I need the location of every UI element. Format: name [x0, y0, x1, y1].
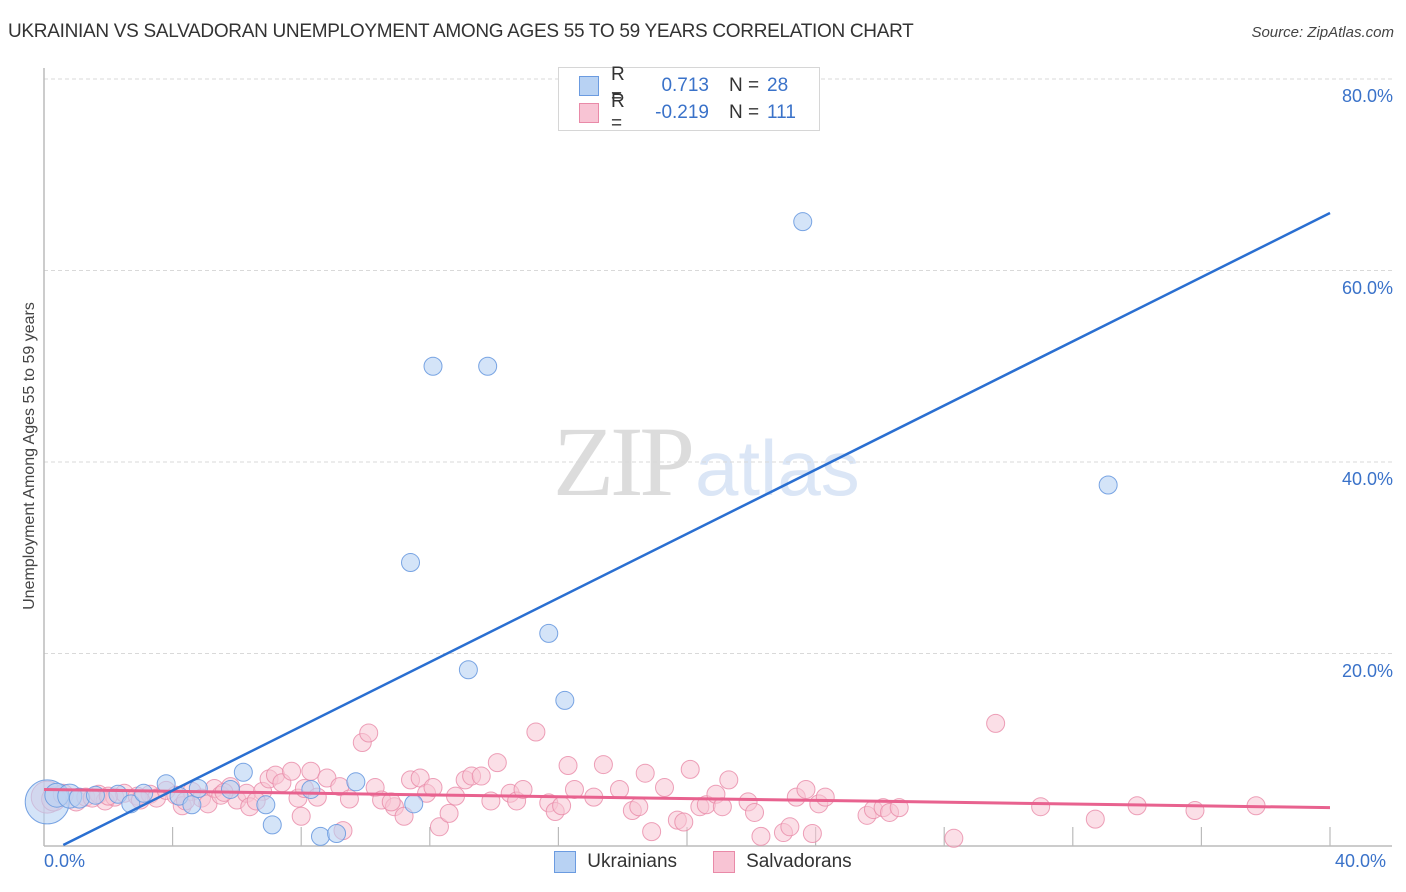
salvadorans-point [291, 806, 311, 826]
ukrainians-point [301, 779, 321, 799]
n-value: 111 [767, 102, 796, 123]
salvadorans-point [780, 817, 800, 837]
salvadorans-point [301, 761, 321, 781]
r-label: R = [611, 64, 625, 107]
legend-item-ukrainians[interactable]: Ukrainians [554, 851, 677, 873]
salvadorans-point [609, 779, 629, 799]
salvadorans-point [635, 763, 655, 783]
ukrainians-point [310, 826, 330, 846]
salvadorans-point [815, 787, 835, 807]
trend-lines [43, 211, 1331, 847]
ukrainians-points [24, 212, 1118, 846]
salvadorans-point [593, 755, 613, 775]
salvadorans-point [745, 802, 765, 822]
salvadorans-point [674, 812, 694, 832]
legend-row-ukrainians: R = 0.713 N = 28 [579, 64, 789, 107]
legend-row-salvadorans: R = -0.219 N = 111 [579, 91, 796, 134]
ukrainians-point [539, 623, 559, 643]
axes [43, 68, 1392, 847]
x-tick-40: 40.0% [1335, 851, 1387, 871]
salvadorans-swatch [579, 103, 599, 123]
series-legend: Ukrainians Salvadorans [0, 851, 1406, 873]
salvadorans-point [802, 824, 822, 844]
ukrainians-point [478, 356, 498, 376]
ukrainians-point [401, 553, 421, 573]
salvadorans-point [513, 779, 533, 799]
r-value: -0.219 [655, 102, 709, 123]
ukrainians-swatch [579, 76, 599, 96]
legend-item-salvadorans[interactable]: Salvadorans [713, 851, 852, 873]
salvadorans-point [642, 822, 662, 842]
correlation-legend: R = 0.713 N = 28 R = -0.219 N = 111 [558, 64, 820, 134]
salvadorans-point [359, 723, 379, 743]
salvadorans-point [719, 770, 739, 790]
salvadorans-point [487, 753, 507, 773]
salvadorans-point [526, 722, 546, 742]
y-tick-60: 60.0% [1341, 278, 1393, 298]
salvadorans-swatch [713, 851, 736, 873]
salvadorans-point [439, 803, 459, 823]
gridlines [44, 78, 1392, 654]
salvadorans-point [654, 778, 674, 798]
ukrainians-point [1098, 475, 1118, 495]
salvadorans-point [1085, 809, 1105, 829]
legend-label-ukrainians: Ukrainians [587, 851, 678, 872]
ukrainians-point [262, 815, 282, 835]
salvadorans-point [889, 798, 909, 818]
ukrainians-point [233, 762, 253, 782]
salvadorans-point [423, 778, 443, 798]
ukrainians-swatch [554, 851, 577, 873]
y-tick-40: 40.0% [1341, 469, 1393, 489]
ukrainians-point [404, 794, 424, 814]
source-label: Source: ZipAtlas.com [1251, 24, 1394, 41]
ukrainians-point [458, 660, 478, 680]
ukrainians-point [188, 779, 208, 799]
ukrainians-point [256, 795, 276, 815]
salvadorans-point [471, 766, 491, 786]
salvadorans-point [680, 759, 700, 779]
n-label: N = [729, 75, 760, 96]
salvadorans-point [796, 779, 816, 799]
legend-label-salvadorans: Salvadorans [746, 851, 852, 872]
ukrainians-point [134, 783, 154, 803]
ukrainians-point [423, 356, 443, 376]
salvadorans-point [552, 796, 572, 816]
salvadorans-point [629, 797, 649, 817]
ukrainians-point [346, 772, 366, 792]
salvadorans-point [986, 713, 1006, 733]
salvadorans-point [1031, 797, 1051, 817]
ukrainians-point [555, 690, 575, 710]
n-label: N = [729, 102, 760, 123]
salvadorans-point [944, 828, 964, 848]
salvadorans-point [282, 761, 302, 781]
salvadorans-points [30, 713, 1266, 848]
salvadorans-point [429, 817, 449, 837]
salvadorans-point [751, 826, 771, 846]
r-value: 0.713 [661, 75, 709, 96]
y-tick-80: 80.0% [1341, 86, 1393, 106]
x-tick-0: 0.0% [44, 851, 86, 871]
ukrainians-point [182, 795, 202, 815]
salvadorans-trend-line [43, 787, 1331, 810]
n-value: 28 [767, 75, 789, 96]
ukrainians-point [793, 212, 813, 232]
ukrainians-trend-line [62, 211, 1331, 847]
ukrainians-point [220, 779, 240, 799]
y-tick-20: 20.0% [1341, 661, 1393, 681]
r-label: R = [611, 91, 625, 134]
salvadorans-point [558, 756, 578, 776]
chart-title: UKRAINIAN VS SALVADORAN UNEMPLOYMENT AMO… [8, 21, 914, 42]
ukrainians-point [327, 824, 347, 844]
